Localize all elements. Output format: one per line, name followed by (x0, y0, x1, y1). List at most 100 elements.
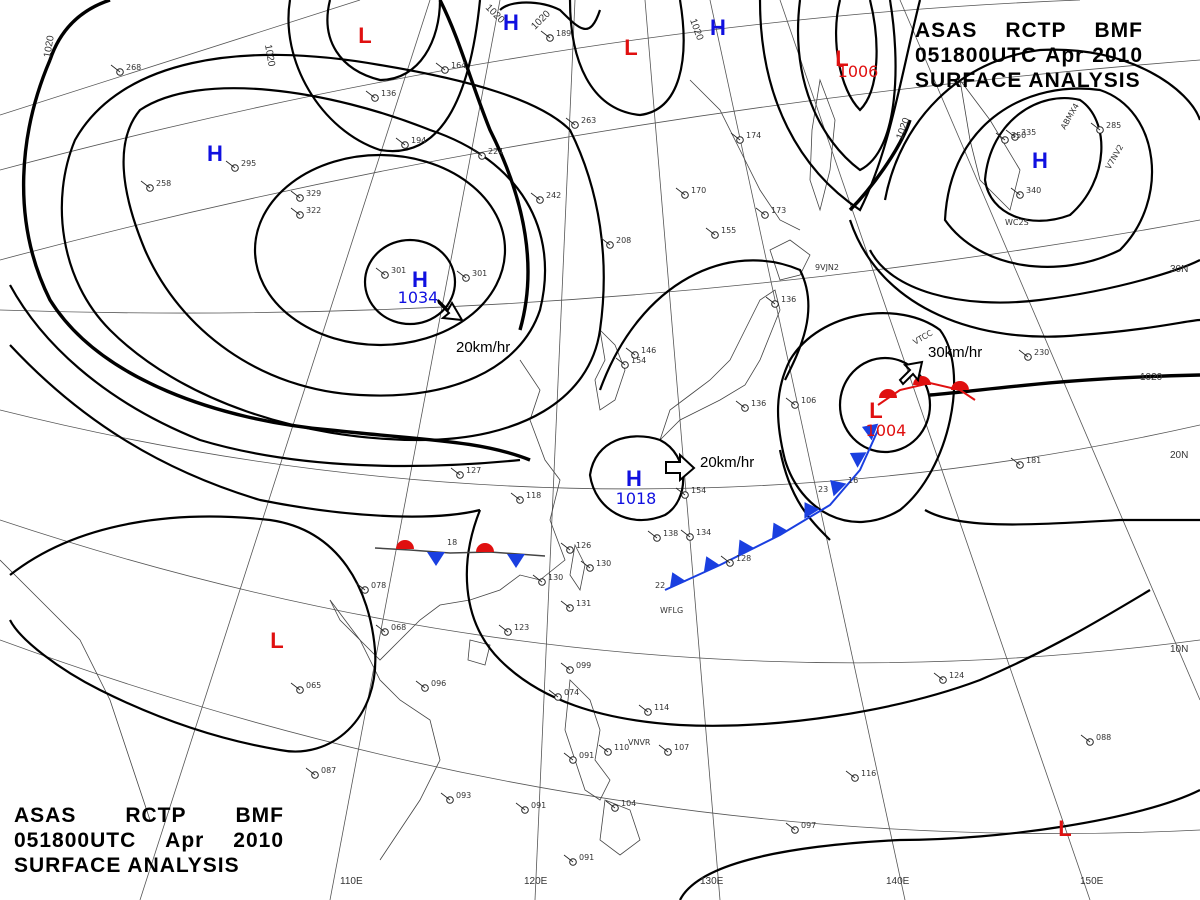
high-center-northeast: H (1032, 148, 1048, 173)
station-pressure: 106 (801, 396, 816, 405)
station-plot: 174 (730, 131, 761, 144)
isobar (848, 219, 1200, 338)
wind-barb (563, 854, 574, 863)
station-plot: 106 (785, 396, 816, 409)
station-pressure: 136 (381, 89, 396, 98)
station-pressure: 091 (531, 801, 546, 810)
station-plot: 130 (580, 559, 611, 572)
station-pressure: 181 (1026, 456, 1041, 465)
wind-barb (355, 582, 366, 591)
station-pressure: 285 (1106, 121, 1121, 130)
isobar (924, 509, 1200, 526)
low-center-manchuria: L (624, 35, 637, 60)
station-pressure: 128 (736, 554, 751, 563)
wind-barb (305, 767, 316, 776)
motion-speed-ecs: 20km/hr (700, 454, 754, 471)
wind-barb (658, 744, 669, 753)
motion-arrow-low (898, 360, 924, 386)
station-pressure: 322 (306, 206, 321, 215)
header-time: 051800UTC (915, 44, 1038, 67)
station-plot: 096 (415, 679, 446, 692)
cold-front-triangle (427, 552, 445, 566)
station-plot: 164 (435, 61, 466, 74)
coastline-japan (659, 289, 781, 441)
station-plot: 154 (615, 356, 646, 369)
station-pressure: 295 (241, 159, 256, 168)
isobar (9, 284, 521, 468)
wind-barb (735, 400, 746, 409)
wind-barb (995, 132, 1006, 141)
isobar (776, 312, 956, 523)
station-pressure: 099 (576, 661, 591, 670)
station-plot: 155 (705, 226, 736, 239)
wind-barb (563, 752, 574, 761)
wind-barb (415, 680, 426, 689)
wind-barb (435, 62, 446, 71)
header-time: 051800UTC (14, 829, 137, 852)
station-plot: 068 (375, 623, 406, 636)
isobar-label: 1020 (894, 116, 912, 141)
wind-barb (540, 30, 551, 39)
station-plot: 136 (735, 399, 766, 412)
station-plot: 224 (472, 147, 503, 160)
isobar (883, 48, 1200, 201)
station-plot: 065 (290, 681, 321, 694)
station-plot: 194 (395, 136, 426, 149)
high-center-1018: H (626, 466, 642, 491)
station-pressure: 096 (431, 679, 446, 688)
isobar (869, 249, 1200, 304)
cold-front-triangle (703, 556, 721, 573)
isobar-label: 1020 (262, 44, 277, 68)
cold-front-triangle (861, 423, 879, 441)
wind-barb (605, 800, 616, 809)
station-pressure: 242 (546, 191, 561, 200)
station-plot: 114 (638, 703, 669, 716)
station-pressure: 107 (674, 743, 689, 752)
wind-barb (532, 574, 543, 583)
isobar (983, 97, 1103, 222)
header-row-time: 051800UTC Apr 2010 (915, 43, 1143, 68)
ship-id-label: V7NV2 (1104, 143, 1125, 171)
low-center-1006: L (835, 46, 848, 71)
header-agency-code: BMF (1094, 19, 1143, 42)
isobar (778, 449, 831, 541)
cold-front-triangle (507, 554, 525, 568)
isobar (363, 238, 457, 326)
wind-barb (680, 529, 691, 538)
chart-header-top: ASAS RCTP BMF 051800UTC Apr 2010 SURFACE… (915, 18, 1143, 93)
wind-barb (1018, 349, 1029, 358)
coastline-hainan (467, 639, 491, 666)
wind-barb (515, 802, 526, 811)
wind-barb (472, 148, 483, 157)
meridian-line (139, 0, 431, 900)
coastline-sakhalin (809, 78, 836, 212)
meridian-line (329, 0, 501, 900)
lat-label-30n: 30N (1170, 264, 1188, 275)
station-plot: 301 (456, 269, 487, 282)
station-plot: 130 (532, 573, 563, 586)
wind-barb (510, 492, 521, 501)
motion-arrows: 20km/hr 20km/hr 30km/hr (437, 299, 982, 483)
station-pressure: 127 (466, 466, 481, 475)
isobar-label: 1020 (1140, 372, 1163, 383)
isobar-1020 (929, 373, 1200, 397)
station-plot: 268 (110, 63, 141, 76)
station-pressure: 136 (751, 399, 766, 408)
station-plot: 118 (510, 491, 541, 504)
station-plot: 340 (1010, 186, 1041, 199)
header-product-code: ASAS (915, 19, 978, 42)
station-plot: 154 (675, 486, 706, 499)
isobars (9, 0, 1200, 900)
station-plot: 078 (355, 581, 386, 594)
station-pressure: 164 (451, 61, 466, 70)
station-pressure: 123 (514, 623, 529, 632)
station-pressure: 130 (596, 559, 611, 568)
wind-barb (375, 624, 386, 633)
station-pressure: 091 (579, 751, 594, 760)
station-pressure: 136 (781, 295, 796, 304)
wind-barb (560, 600, 571, 609)
isobar (943, 87, 1153, 268)
station-pressure: 268 (126, 63, 141, 72)
wind-barb (1010, 187, 1021, 196)
